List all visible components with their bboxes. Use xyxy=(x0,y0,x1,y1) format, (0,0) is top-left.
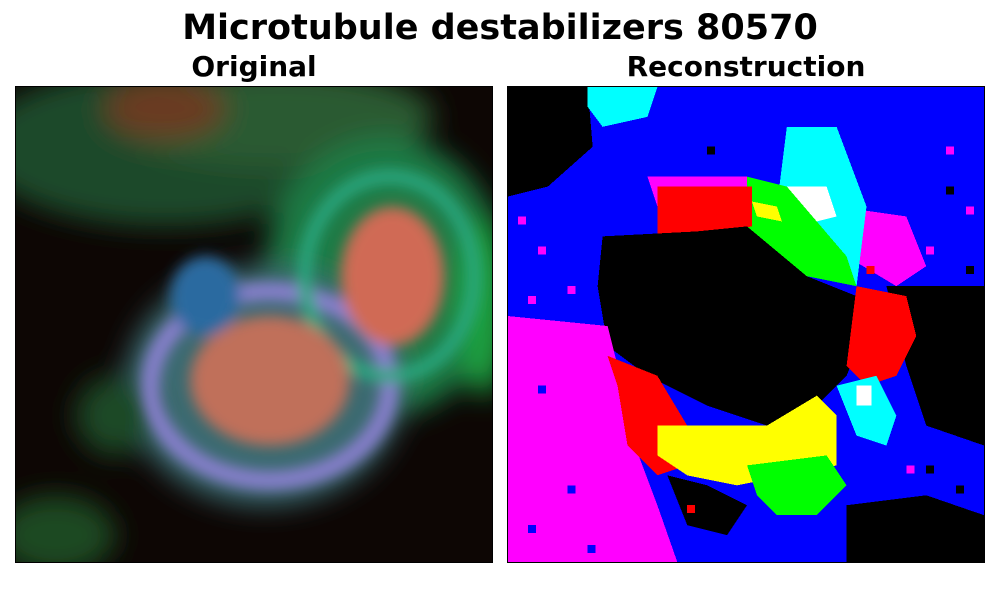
reconstruction-image xyxy=(507,86,985,563)
panel-title-reconstruction: Reconstruction xyxy=(626,50,866,83)
reconstruction-map xyxy=(508,87,984,562)
original-image xyxy=(15,86,493,563)
figure-title: Microtubule destabilizers 80570 xyxy=(182,8,818,48)
original-micrograph xyxy=(16,87,492,562)
panel-title-original: Original xyxy=(191,50,317,83)
